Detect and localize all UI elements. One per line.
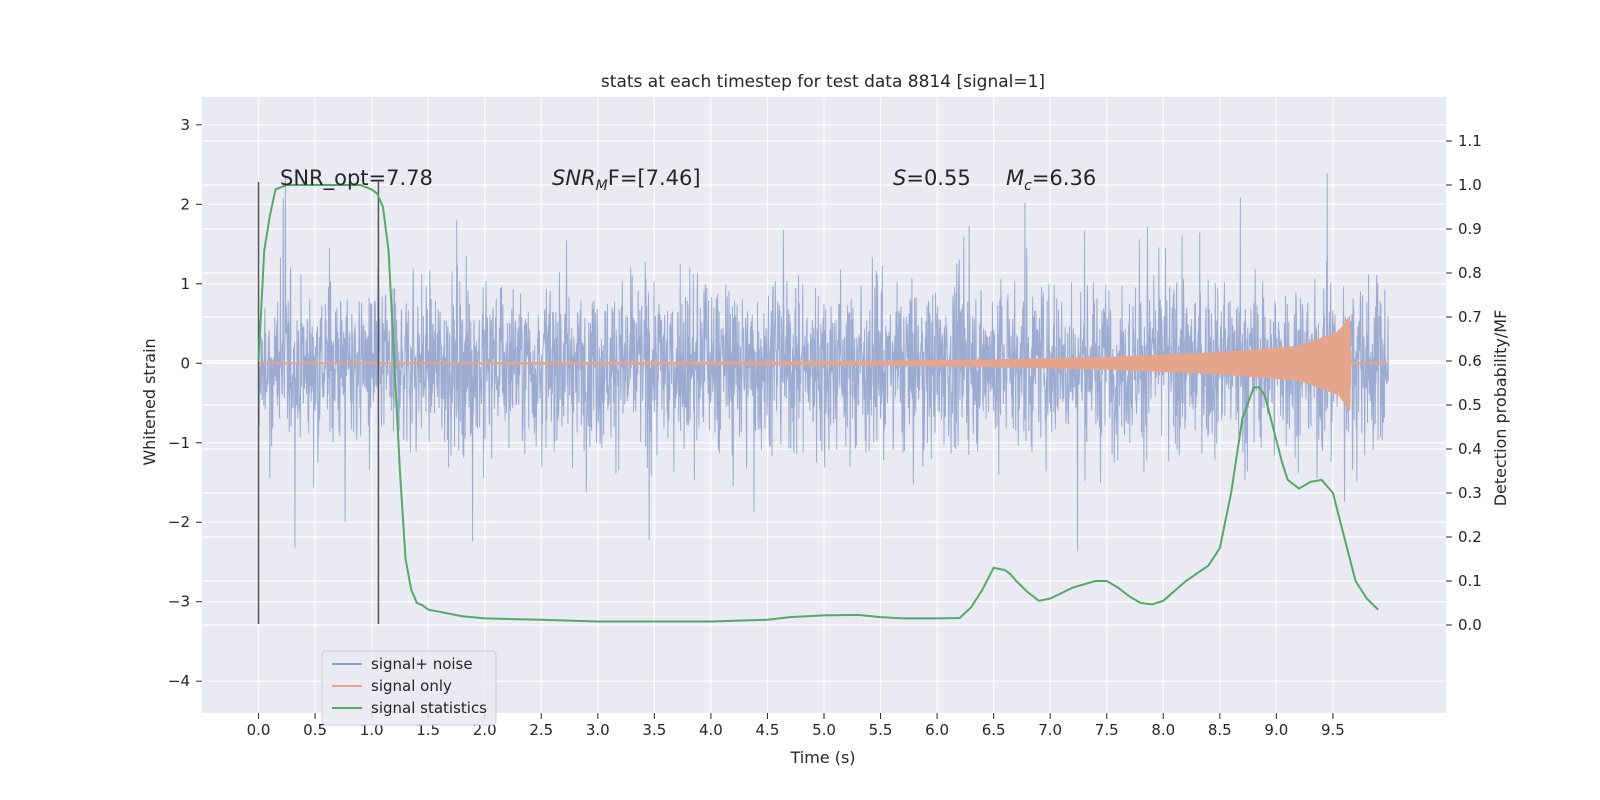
x-tick-label: 7.5: [1095, 721, 1119, 739]
y-tick-label: 1: [180, 275, 190, 293]
x-tick-label: 3.0: [586, 721, 610, 739]
y2-tick-label: 0.1: [1458, 572, 1482, 590]
x-tick-label: 0.5: [303, 721, 327, 739]
y2-tick-label: 0.3: [1458, 484, 1482, 502]
y2-tick-label: 0.4: [1458, 440, 1482, 458]
x-axis-label: Time (s): [789, 748, 855, 767]
x-tick-label: 9.0: [1264, 721, 1288, 739]
x-tick-label: 9.5: [1321, 721, 1345, 739]
signal-only-line: [258, 315, 1389, 411]
y2-tick-label: 0.2: [1458, 528, 1482, 546]
annotation-s: S=0.55: [893, 166, 971, 190]
annotation-snr-mf: SNRMF=[7.46]: [552, 166, 701, 194]
x-tick-label: 6.5: [982, 721, 1006, 739]
x-tick-label: 5.0: [812, 721, 836, 739]
y2-tick-label: 0.9: [1458, 220, 1482, 238]
y2-tick-label: 1.0: [1458, 176, 1482, 194]
series-signal-statistics: [257, 184, 1379, 623]
x-tick-label: 4.0: [699, 721, 723, 739]
series-signal-only: [258, 315, 1389, 411]
y2-tick-label: 1.1: [1458, 132, 1482, 150]
x-tick-label: 2.5: [529, 721, 553, 739]
y-tick-label: −2: [168, 513, 190, 531]
x-tick-label: 7.0: [1038, 721, 1062, 739]
y2-axis-label: Detection probability/MF: [1491, 310, 1510, 507]
x-tick-label: 3.5: [642, 721, 666, 739]
x-tick-label: 5.5: [869, 721, 893, 739]
legend-label-signal-noise: signal+ noise: [371, 655, 473, 673]
y2-tick-label: 0.0: [1458, 616, 1482, 634]
x-tick-label: 4.5: [756, 721, 780, 739]
legend: signal+ noise signal only signal statist…: [321, 650, 497, 726]
x-tick-label: 6.0: [925, 721, 949, 739]
y-tick-label: 2: [180, 195, 190, 213]
x-tick-label: 0.0: [247, 721, 271, 739]
y2-tick-label: 0.8: [1458, 264, 1482, 282]
y2-tick-label: 0.7: [1458, 308, 1482, 326]
y-tick-label: −1: [168, 434, 190, 452]
signal-statistics-line: [257, 184, 1379, 623]
x-tick-label: 8.0: [1151, 721, 1175, 739]
annotation-mc: Mc=6.36: [1006, 166, 1096, 194]
y-tick-label: 0: [180, 354, 190, 372]
marker-lines: [257, 182, 380, 624]
y2-tick-label: 0.5: [1458, 396, 1482, 414]
legend-label-signal-statistics: signal statistics: [371, 699, 487, 717]
x-tick-label: 8.5: [1208, 721, 1232, 739]
chart-title: stats at each timestep for test data 881…: [601, 72, 1045, 92]
y-tick-label: 3: [180, 116, 190, 134]
legend-box: [321, 650, 497, 726]
legend-label-signal-only: signal only: [371, 677, 452, 695]
y-axis-label: Whitened strain: [140, 338, 159, 465]
signal-noise-line: [258, 173, 1389, 552]
y2-tick-label: 0.6: [1458, 352, 1482, 370]
annotation-snr-opt: SNR_opt=7.78: [280, 166, 433, 191]
y-tick-label: −3: [168, 593, 190, 611]
y-tick-label: −4: [168, 672, 190, 690]
series-signal-noise: [258, 173, 1389, 552]
